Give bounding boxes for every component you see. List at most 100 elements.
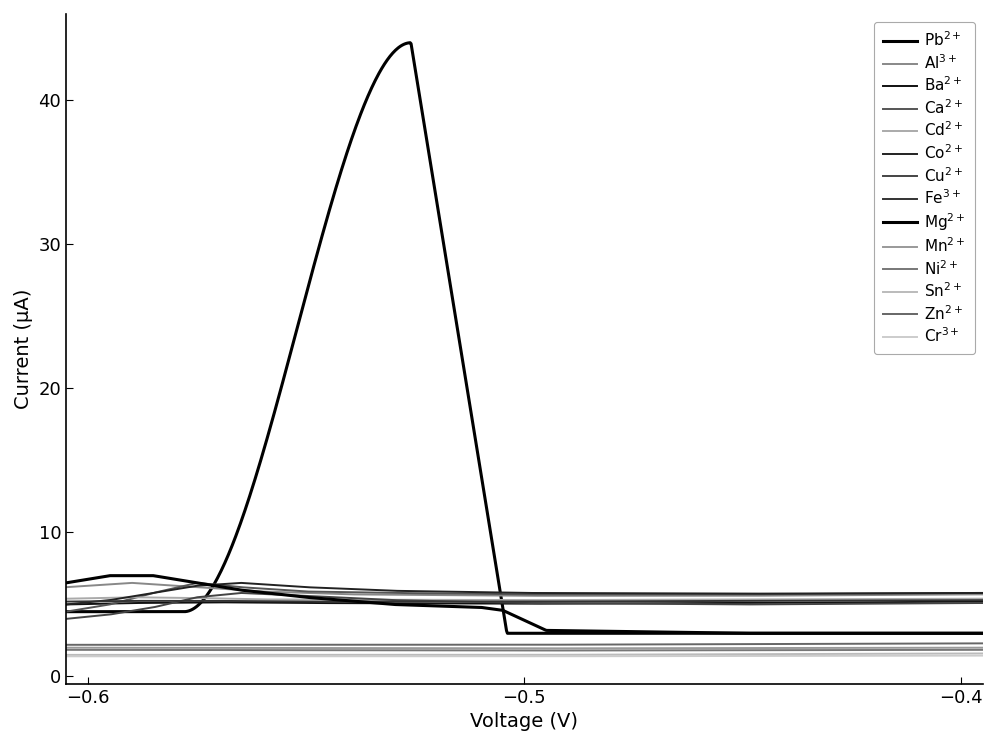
Cr$^{3+}$ [791,651,803,660]
Ni$^{2+}$ [154,645,166,654]
Ca$^{2+}$ [465,589,477,598]
Al$^{3+}$ [519,592,531,600]
Ba$^{2+}$ [775,598,787,607]
Cr$^{3+}$ [464,652,476,661]
Sn$^{2+}$ [154,650,166,659]
Zn$^{2+}$ [791,639,803,648]
Al$^{3+}$ [793,591,805,600]
Cr$^{3+}$ [431,652,443,661]
Cr$^{3+}$ [956,651,968,660]
Co$^{2+}$ [432,587,444,596]
Al$^{3+}$ [125,578,137,587]
Sn$^{2+}$ [431,650,443,659]
Mg$^{2+}$ [60,578,72,587]
Zn$^{2+}$ [690,640,702,649]
Mg$^{2+}$ [155,572,167,581]
Sn$^{2+}$ [60,650,72,659]
Mg$^{2+}$ [737,629,749,638]
Ba$^{2+}$ [956,597,968,606]
Ni$^{2+}$ [518,646,530,655]
Cu$^{2+}$ [465,597,477,606]
Mg$^{2+}$ [690,628,702,637]
Legend: Pb$^{2+}$, Al$^{3+}$, Ba$^{2+}$, Ca$^{2+}$, Cd$^{2+}$, Co$^{2+}$, Cu$^{2+}$, Fe$: Pb$^{2+}$, Al$^{3+}$, Ba$^{2+}$, Ca$^{2+… [874,22,975,355]
Sn$^{2+}$ [690,650,702,659]
Co$^{2+}$ [690,589,702,598]
Al$^{3+}$ [777,591,789,600]
Sn$^{2+}$ [956,649,968,658]
Mg$^{2+}$ [977,629,989,638]
Pb$^{2+}$ [691,629,703,638]
Ni$^{2+}$ [977,645,989,654]
Ba$^{2+}$ [791,598,803,607]
Line: Cd$^{2+}$: Cd$^{2+}$ [66,597,983,600]
Pb$^{2+}$ [977,629,989,638]
Cr$^{3+}$ [60,652,72,661]
Ca$^{2+}$ [432,589,444,598]
Cu$^{2+}$ [60,615,72,624]
Cu$^{2+}$ [154,601,166,610]
Mg$^{2+}$ [793,629,805,638]
Fe$^{3+}$ [690,597,702,606]
Sn$^{2+}$ [775,650,787,659]
Ca$^{2+}$ [191,578,203,587]
Cr$^{3+}$ [154,652,166,661]
Co$^{2+}$ [792,589,804,598]
Zn$^{2+}$ [60,641,72,650]
Al$^{3+}$ [432,591,444,600]
Mg$^{2+}$ [104,571,116,580]
Ba$^{2+}$ [431,599,443,608]
Cd$^{2+}$ [691,595,703,604]
Mn$^{2+}$ [977,643,989,652]
Cd$^{2+}$ [977,595,989,603]
Pb$^{2+}$ [404,38,416,47]
Cd$^{2+}$ [432,595,444,604]
Zn$^{2+}$ [977,639,989,648]
Ca$^{2+}$ [154,587,166,596]
Ba$^{2+}$ [977,597,989,606]
Ni$^{2+}$ [464,646,476,655]
Co$^{2+}$ [60,600,72,609]
Ni$^{2+}$ [792,646,804,655]
Ca$^{2+}$ [776,589,788,598]
Y-axis label: Current (μA): Current (μA) [14,288,33,409]
Co$^{2+}$ [977,589,989,597]
Cu$^{2+}$ [977,598,989,607]
Mn$^{2+}$ [518,644,530,653]
Pb$^{2+}$ [793,629,805,638]
Co$^{2+}$ [154,588,166,597]
Cd$^{2+}$ [777,595,789,603]
Sn$^{2+}$ [791,650,803,659]
Pb$^{2+}$ [501,629,513,638]
Cd$^{2+}$ [60,595,72,603]
Ni$^{2+}$ [690,646,702,655]
Mn$^{2+}$ [154,644,166,653]
Mg$^{2+}$ [465,603,477,612]
Line: Zn$^{2+}$: Zn$^{2+}$ [66,644,983,645]
Cu$^{2+}$ [776,600,788,609]
Mg$^{2+}$ [777,629,789,638]
Cr$^{3+}$ [690,652,702,661]
Al$^{3+}$ [691,592,703,600]
Co$^{2+}$ [776,589,788,598]
Line: Mg$^{2+}$: Mg$^{2+}$ [66,576,983,633]
Cu$^{2+}$ [792,600,804,609]
Line: Cu$^{2+}$: Cu$^{2+}$ [66,593,983,619]
Line: Sn$^{2+}$: Sn$^{2+}$ [66,653,983,655]
Cd$^{2+}$ [155,593,167,602]
Mn$^{2+}$ [792,644,804,653]
Line: Fe$^{3+}$: Fe$^{3+}$ [66,600,983,602]
Fe$^{3+}$ [60,597,72,606]
Fe$^{3+}$ [154,597,166,606]
Mn$^{2+}$ [464,644,476,653]
Cr$^{3+}$ [775,651,787,660]
Pb$^{2+}$ [432,203,444,212]
Zn$^{2+}$ [775,639,787,648]
Ca$^{2+}$ [792,589,804,598]
Cd$^{2+}$ [126,593,138,602]
Cr$^{3+}$ [977,651,989,660]
Al$^{3+}$ [977,590,989,599]
Co$^{2+}$ [234,578,246,587]
Fe$^{3+}$ [956,596,968,605]
Pb$^{2+}$ [777,629,789,638]
Mn$^{2+}$ [690,644,702,653]
